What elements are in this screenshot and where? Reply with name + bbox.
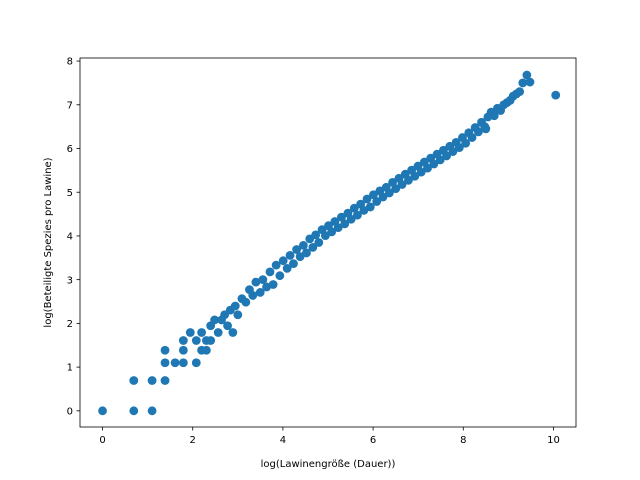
data-point [448, 147, 458, 156]
data-point [416, 167, 426, 177]
data-point [525, 77, 535, 87]
data-point [147, 406, 157, 416]
data-point [365, 202, 375, 212]
data-point [191, 336, 201, 345]
x-tick-label: 2 [190, 435, 196, 446]
data-point [178, 345, 188, 355]
y-tick-label: 2 [67, 319, 73, 330]
data-point [210, 315, 220, 325]
data-point [298, 240, 308, 250]
data-point [333, 223, 343, 233]
data-point [251, 277, 261, 287]
data-point [233, 310, 243, 320]
data-point [278, 256, 288, 266]
data-point [241, 297, 251, 307]
data-point [230, 301, 240, 311]
y-tick-label: 1 [67, 363, 73, 374]
data-point [178, 358, 188, 368]
data-point [337, 212, 346, 222]
data-point [522, 70, 532, 80]
x-axis-label: log(Lawinengröße (Dauer)) [261, 459, 396, 470]
data-point [346, 214, 356, 224]
data-point [178, 336, 188, 345]
y-tick-label: 8 [67, 57, 73, 68]
data-point [213, 328, 223, 337]
y-tick-label: 6 [67, 144, 73, 155]
data-point [160, 376, 170, 385]
x-tick-label: 0 [99, 435, 105, 446]
data-point [271, 260, 281, 270]
x-tick-label: 8 [460, 435, 466, 446]
data-point [275, 271, 285, 281]
data-point [391, 184, 401, 194]
data-point [404, 175, 413, 185]
data-point [311, 230, 321, 240]
data-point [201, 345, 211, 355]
data-point [340, 219, 350, 229]
data-point [147, 376, 157, 385]
x-axis-ticks: 0 2 4 6 8 10 [99, 427, 560, 446]
data-point [160, 358, 170, 368]
data-point [285, 251, 295, 260]
data-point [429, 159, 439, 169]
data-point [191, 358, 201, 368]
data-point [362, 194, 372, 204]
y-axis-ticks: 0 1 2 3 4 5 6 7 8 [67, 57, 80, 417]
data-point [435, 155, 445, 165]
data-point [228, 328, 238, 337]
y-axis-label: log(Beteiligte Spezies pro Lawine) [43, 157, 54, 327]
y-tick-label: 3 [67, 275, 73, 286]
data-point [467, 133, 477, 142]
data-point [129, 406, 139, 416]
data-point [454, 143, 464, 153]
data-point [170, 358, 180, 368]
data-point [473, 127, 483, 137]
plot-frame [79, 57, 577, 428]
data-point [515, 87, 525, 97]
data-point [397, 180, 407, 189]
y-tick-label: 5 [67, 188, 73, 199]
data-point [384, 188, 394, 198]
x-tick-label: 10 [547, 435, 560, 446]
data-point [98, 406, 107, 416]
data-point [197, 328, 207, 337]
data-point [292, 245, 302, 254]
y-tick-label: 0 [67, 406, 73, 417]
data-point [518, 78, 528, 88]
data-point [372, 197, 382, 206]
data-point [255, 288, 265, 297]
y-tick-label: 7 [67, 100, 73, 111]
data-point [551, 90, 561, 100]
data-point [160, 345, 170, 355]
data-point [185, 328, 195, 337]
data-point [289, 259, 298, 269]
data-point [369, 190, 378, 200]
data-point [353, 210, 362, 220]
data-point [314, 238, 324, 247]
data-point [258, 275, 268, 285]
data-point [265, 267, 275, 277]
data-point [268, 280, 278, 289]
data-point [129, 376, 139, 385]
data-point [223, 321, 232, 331]
data-point [308, 243, 318, 252]
data-point [423, 163, 432, 173]
data-point [442, 151, 451, 161]
data-point [481, 124, 491, 134]
data-points [98, 70, 561, 416]
data-point [349, 203, 359, 213]
x-tick-label: 6 [370, 435, 376, 446]
data-point [302, 248, 311, 258]
data-point [378, 192, 388, 202]
data-point [489, 111, 499, 121]
data-point [248, 291, 258, 300]
data-point [206, 336, 216, 345]
y-tick-label: 4 [67, 232, 73, 243]
data-point [327, 227, 337, 237]
x-tick-label: 4 [280, 435, 286, 446]
data-point [410, 171, 420, 181]
data-point [461, 138, 471, 148]
data-point [282, 263, 292, 273]
